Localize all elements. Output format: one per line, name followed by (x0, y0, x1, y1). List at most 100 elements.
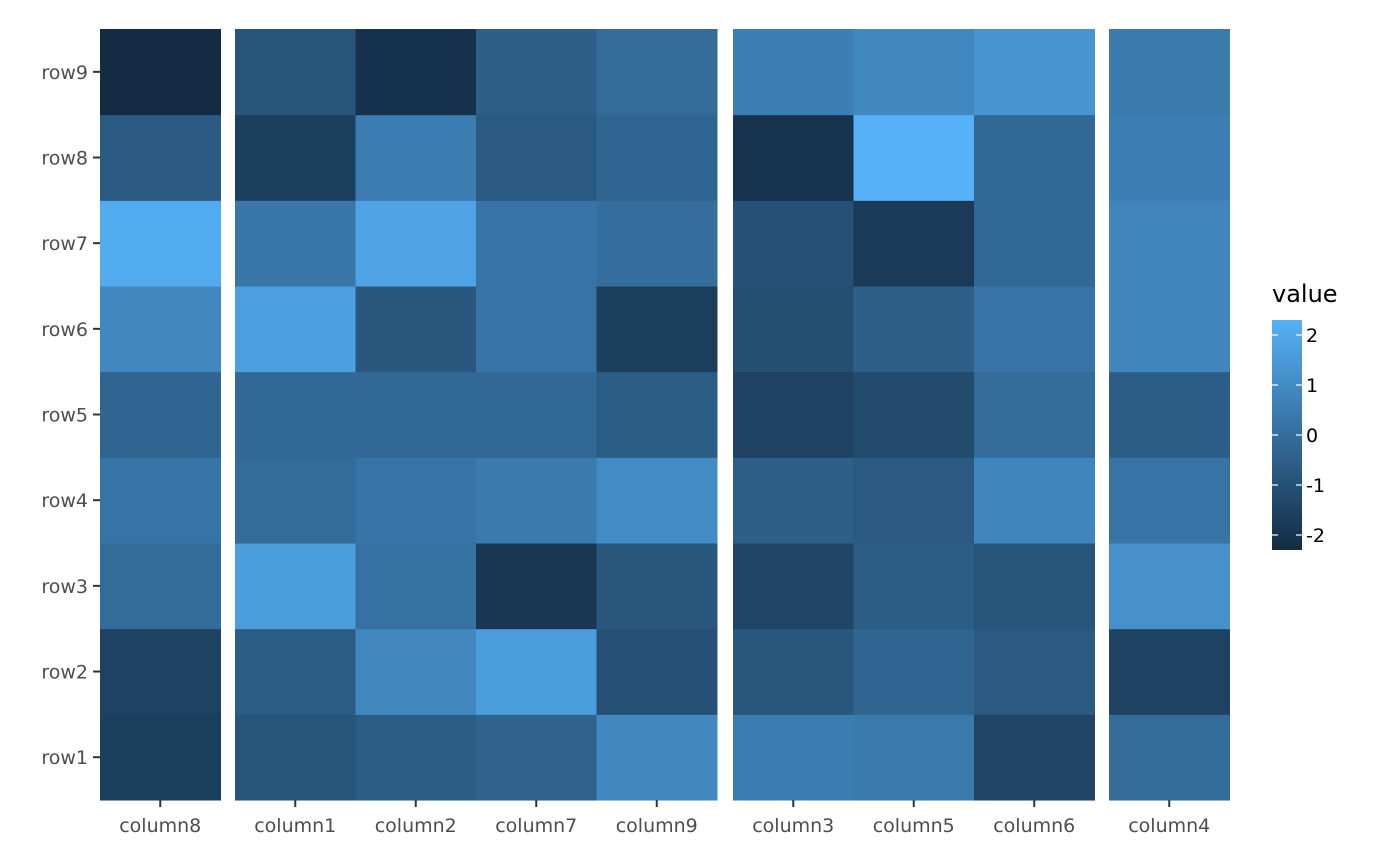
heatmap-cell-column5-row7 (853, 200, 975, 287)
heatmap-cell-column1-row1 (235, 714, 356, 801)
heatmap-cell-column3-row2 (733, 628, 854, 715)
heatmap-cell-column9-row7 (596, 200, 718, 287)
heatmap-cell-column4-row4 (1109, 457, 1230, 544)
heatmap-cell-column6-row4 (974, 457, 1095, 544)
heatmap-cell-column6-row5 (974, 371, 1095, 458)
heatmap-cell-column4-row6 (1109, 286, 1230, 373)
heatmap-cell-column4-row8 (1109, 114, 1230, 201)
heatmap-cell-column6-row2 (974, 628, 1095, 715)
heatmap-cell-column3-row9 (733, 29, 854, 116)
heatmap-cell-column7-row5 (476, 371, 597, 458)
heatmap-cells (100, 29, 1230, 801)
column-label-column2: column2 (375, 815, 457, 837)
heatmap-cell-column1-row8 (235, 114, 356, 201)
heatmap-cell-column6-row1 (974, 714, 1095, 801)
row-label-row5: row5 (41, 405, 88, 427)
heatmap-cell-column7-row2 (476, 628, 597, 715)
legend-tick-label-4: -2 (1306, 525, 1325, 547)
heatmap-cell-column8-row8 (100, 114, 221, 201)
heatmap-cell-column1-row5 (235, 371, 356, 458)
heatmap-cell-column5-row4 (853, 457, 975, 544)
legend-tick-label-3: -1 (1306, 475, 1325, 497)
heatmap-cell-column7-row3 (476, 543, 597, 630)
heatmap-cell-column2-row3 (355, 543, 477, 630)
heatmap-cell-column8-row6 (100, 286, 221, 373)
row-label-row2: row2 (41, 662, 88, 684)
column-label-column9: column9 (616, 815, 698, 837)
legend-tick-label-1: 1 (1306, 375, 1318, 397)
heatmap-cell-column9-row9 (596, 29, 718, 116)
heatmap-cell-column7-row7 (476, 200, 597, 287)
heatmap-cell-column2-row4 (355, 457, 477, 544)
column-axis: column8 column1 column2 column7 column9 colum… (119, 800, 1210, 837)
heatmap-cell-column2-row1 (355, 714, 477, 801)
row-label-row7: row7 (41, 233, 88, 255)
heatmap-cell-column8-row3 (100, 543, 221, 630)
row-axis: row1 row2 row3 row4 row5 row6 row7 row8 row9 (41, 62, 100, 769)
heatmap-cell-column7-row6 (476, 286, 597, 373)
heatmap-cell-column1-row4 (235, 457, 356, 544)
legend-tick-label-2: 0 (1306, 425, 1318, 447)
heatmap-cell-column2-row7 (355, 200, 477, 287)
heatmap-cell-column4-row2 (1109, 628, 1230, 715)
heatmap-cell-column9-row1 (596, 714, 718, 801)
row-label-row9: row9 (41, 62, 88, 84)
heatmap-cell-column4-row3 (1109, 543, 1230, 630)
heatmap-cell-column3-row6 (733, 286, 854, 373)
heatmap-cell-column6-row9 (974, 29, 1095, 116)
heatmap-cell-column9-row3 (596, 543, 718, 630)
row-label-row3: row3 (41, 576, 88, 598)
heatmap-cell-column4-row9 (1109, 29, 1230, 116)
heatmap-cell-column4-row1 (1109, 714, 1230, 801)
legend-tick-label-0: 2 (1306, 325, 1318, 347)
column-label-column7: column7 (495, 815, 577, 837)
heatmap-cell-column3-row7 (733, 200, 854, 287)
heatmap-cell-column9-row6 (596, 286, 718, 373)
heatmap-cell-column5-row8 (853, 114, 975, 201)
heatmap-cell-column2-row9 (355, 29, 477, 116)
heatmap-cell-column8-row7 (100, 200, 221, 287)
heatmap-cell-column6-row6 (974, 286, 1095, 373)
heatmap-cell-column5-row9 (853, 29, 975, 116)
heatmap-cell-column7-row9 (476, 29, 597, 116)
row-label-row4: row4 (41, 490, 88, 512)
heatmap-cell-column8-row2 (100, 628, 221, 715)
heatmap-cell-column7-row1 (476, 714, 597, 801)
heatmap-cell-column2-row8 (355, 114, 477, 201)
heatmap-cell-column1-row2 (235, 628, 356, 715)
heatmap-cell-column3-row4 (733, 457, 854, 544)
row-label-row1: row1 (41, 747, 88, 769)
heatmap-cell-column5-row6 (853, 286, 975, 373)
heatmap-cell-column2-row6 (355, 286, 477, 373)
heatmap-cell-column7-row8 (476, 114, 597, 201)
column-label-column5: column5 (873, 815, 955, 837)
heatmap-cell-column1-row7 (235, 200, 356, 287)
legend-ticks: 2 1 0 -1 -2 (1272, 325, 1325, 547)
heatmap-cell-column9-row8 (596, 114, 718, 201)
heatmap-cell-column9-row5 (596, 371, 718, 458)
column-label-column6: column6 (993, 815, 1075, 837)
column-label-column8: column8 (119, 815, 201, 837)
heatmap-cell-column3-row5 (733, 371, 854, 458)
column-label-column4: column4 (1128, 815, 1210, 837)
row-label-row8: row8 (41, 148, 88, 170)
heatmap-cell-column5-row5 (853, 371, 975, 458)
heatmap-cell-column5-row3 (853, 543, 975, 630)
heatmap-cell-column3-row3 (733, 543, 854, 630)
heatmap-cell-column8-row1 (100, 714, 221, 801)
color-legend: value 2 1 0 -1 -2 (1272, 280, 1338, 550)
heatmap-cell-column1-row9 (235, 29, 356, 116)
heatmap-cell-column5-row2 (853, 628, 975, 715)
heatmap-cell-column8-row9 (100, 29, 221, 116)
column-label-column3: column3 (752, 815, 834, 837)
heatmap-cell-column6-row7 (974, 200, 1095, 287)
heatmap-cell-column1-row3 (235, 543, 356, 630)
column-label-column1: column1 (254, 815, 336, 837)
heatmap-cell-column9-row4 (596, 457, 718, 544)
heatmap-cell-column4-row7 (1109, 200, 1230, 287)
heatmap-cell-column8-row4 (100, 457, 221, 544)
heatmap-cell-column3-row1 (733, 714, 854, 801)
heatmap-cell-column5-row1 (853, 714, 975, 801)
heatmap-cell-column2-row2 (355, 628, 477, 715)
